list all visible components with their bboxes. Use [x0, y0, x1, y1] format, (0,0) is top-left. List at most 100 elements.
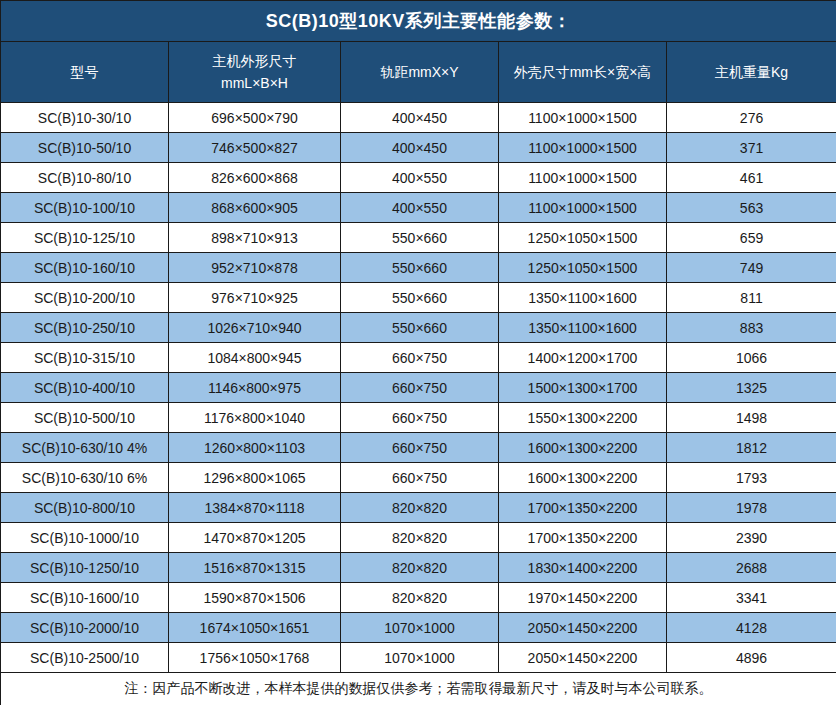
cell: 898×710×913 — [169, 223, 341, 253]
cell: 1070×1000 — [341, 613, 499, 643]
table-row: SC(B)10-80/10826×600×868400×5501100×1000… — [1, 163, 836, 193]
cell: 1100×1000×1500 — [499, 103, 667, 133]
col-header-model-label: 型号 — [1, 61, 168, 83]
footnote: 注：因产品不断改进，本样本提供的数据仅供参考；若需取得最新尺寸，请及时与本公司联… — [1, 673, 836, 705]
cell: SC(B)10-500/10 — [1, 403, 169, 433]
page: SC(B)10型10KV系列主要性能参数： 型号 主机外形尺寸 mmL×B×H … — [0, 0, 836, 705]
table-row: SC(B)10-1600/101590×870×1506820×8201970×… — [1, 583, 836, 613]
cell: 1350×1100×1600 — [499, 313, 667, 343]
col-header-main-dimensions: 主机外形尺寸 mmL×B×H — [169, 42, 341, 103]
col-header-shell-dimensions: 外壳尺寸mm长×宽×高 — [499, 42, 667, 103]
cell: 820×820 — [341, 493, 499, 523]
col-header-main-dimensions-unit: mmL×B×H — [169, 72, 340, 94]
cell: 2050×1450×2200 — [499, 643, 667, 673]
cell: 1260×800×1103 — [169, 433, 341, 463]
table-row: SC(B)10-250/101026×710×940550×6601350×11… — [1, 313, 836, 343]
cell: SC(B)10-125/10 — [1, 223, 169, 253]
table-row: SC(B)10-50/10746×500×827400×4501100×1000… — [1, 133, 836, 163]
footnote-row: 注：因产品不断改进，本样本提供的数据仅供参考；若需取得最新尺寸，请及时与本公司联… — [1, 673, 836, 705]
cell: 883 — [667, 313, 836, 343]
cell: 660×750 — [341, 343, 499, 373]
cell: 400×550 — [341, 193, 499, 223]
cell: 1550×1300×2200 — [499, 403, 667, 433]
cell: 1590×870×1506 — [169, 583, 341, 613]
col-header-weight: 主机重量Kg — [667, 42, 836, 103]
cell: SC(B)10-160/10 — [1, 253, 169, 283]
cell: 1793 — [667, 463, 836, 493]
cell: SC(B)10-1000/10 — [1, 523, 169, 553]
cell: 1756×1050×1768 — [169, 643, 341, 673]
cell: SC(B)10-100/10 — [1, 193, 169, 223]
table-row: SC(B)10-1000/101470×870×1205820×8201700×… — [1, 523, 836, 553]
cell: 1978 — [667, 493, 836, 523]
cell: 1830×1400×2200 — [499, 553, 667, 583]
cell: 550×660 — [341, 283, 499, 313]
cell: SC(B)10-2000/10 — [1, 613, 169, 643]
cell: 1176×800×1040 — [169, 403, 341, 433]
cell: 1384×870×1118 — [169, 493, 341, 523]
cell: 461 — [667, 163, 836, 193]
cell: SC(B)10-250/10 — [1, 313, 169, 343]
cell: 746×500×827 — [169, 133, 341, 163]
table-row: SC(B)10-1250/101516×870×1315820×8201830×… — [1, 553, 836, 583]
cell: 1325 — [667, 373, 836, 403]
cell: 400×450 — [341, 133, 499, 163]
cell: 696×500×790 — [169, 103, 341, 133]
cell: SC(B)10-630/10 6% — [1, 463, 169, 493]
cell: SC(B)10-400/10 — [1, 373, 169, 403]
cell: 1600×1300×2200 — [499, 463, 667, 493]
cell: 1250×1050×1500 — [499, 223, 667, 253]
cell: 1070×1000 — [341, 643, 499, 673]
cell: SC(B)10-1250/10 — [1, 553, 169, 583]
cell: 1350×1100×1600 — [499, 283, 667, 313]
cell: 660×750 — [341, 433, 499, 463]
cell: 276 — [667, 103, 836, 133]
cell: SC(B)10-630/10 4% — [1, 433, 169, 463]
cell: 400×450 — [341, 103, 499, 133]
cell: 550×660 — [341, 253, 499, 283]
table-row: SC(B)10-30/10696×500×790400×4501100×1000… — [1, 103, 836, 133]
cell: 1084×800×945 — [169, 343, 341, 373]
cell: 1100×1000×1500 — [499, 133, 667, 163]
cell: 4128 — [667, 613, 836, 643]
cell: 1700×1350×2200 — [499, 493, 667, 523]
table-row: SC(B)10-315/101084×800×945660×7501400×12… — [1, 343, 836, 373]
cell: SC(B)10-80/10 — [1, 163, 169, 193]
cell: 1296×800×1065 — [169, 463, 341, 493]
cell: 1470×870×1205 — [169, 523, 341, 553]
cell: 820×820 — [341, 523, 499, 553]
cell: 820×820 — [341, 583, 499, 613]
cell: 400×550 — [341, 163, 499, 193]
cell: 1100×1000×1500 — [499, 163, 667, 193]
cell: SC(B)10-30/10 — [1, 103, 169, 133]
cell: 868×600×905 — [169, 193, 341, 223]
cell: 952×710×878 — [169, 253, 341, 283]
title-row: SC(B)10型10KV系列主要性能参数： — [1, 1, 836, 42]
table-row: SC(B)10-400/101146×800×975660×7501500×13… — [1, 373, 836, 403]
spec-table: SC(B)10型10KV系列主要性能参数： 型号 主机外形尺寸 mmL×B×H … — [0, 0, 836, 705]
col-header-rail-gauge-label: 轨距mmX×Y — [341, 61, 498, 83]
col-header-shell-dimensions-label: 外壳尺寸mm长×宽×高 — [499, 61, 666, 83]
cell: 1700×1350×2200 — [499, 523, 667, 553]
table-row: SC(B)10-630/10 4%1260×800×1103660×750160… — [1, 433, 836, 463]
cell: SC(B)10-800/10 — [1, 493, 169, 523]
cell: SC(B)10-2500/10 — [1, 643, 169, 673]
cell: 1400×1200×1700 — [499, 343, 667, 373]
cell: 659 — [667, 223, 836, 253]
cell: 1100×1000×1500 — [499, 193, 667, 223]
cell: 660×750 — [341, 373, 499, 403]
cell: SC(B)10-50/10 — [1, 133, 169, 163]
cell: 4896 — [667, 643, 836, 673]
cell: 1500×1300×1700 — [499, 373, 667, 403]
table-row: SC(B)10-200/10976×710×925550×6601350×110… — [1, 283, 836, 313]
cell: 1498 — [667, 403, 836, 433]
cell: 2688 — [667, 553, 836, 583]
table-row: SC(B)10-800/101384×870×1118820×8201700×1… — [1, 493, 836, 523]
cell: 1970×1450×2200 — [499, 583, 667, 613]
cell: 811 — [667, 283, 836, 313]
page-title: SC(B)10型10KV系列主要性能参数： — [1, 1, 836, 42]
table-row: SC(B)10-2500/101756×1050×17681070×100020… — [1, 643, 836, 673]
table-row: SC(B)10-100/10868×600×905400×5501100×100… — [1, 193, 836, 223]
cell: SC(B)10-315/10 — [1, 343, 169, 373]
cell: 2390 — [667, 523, 836, 553]
